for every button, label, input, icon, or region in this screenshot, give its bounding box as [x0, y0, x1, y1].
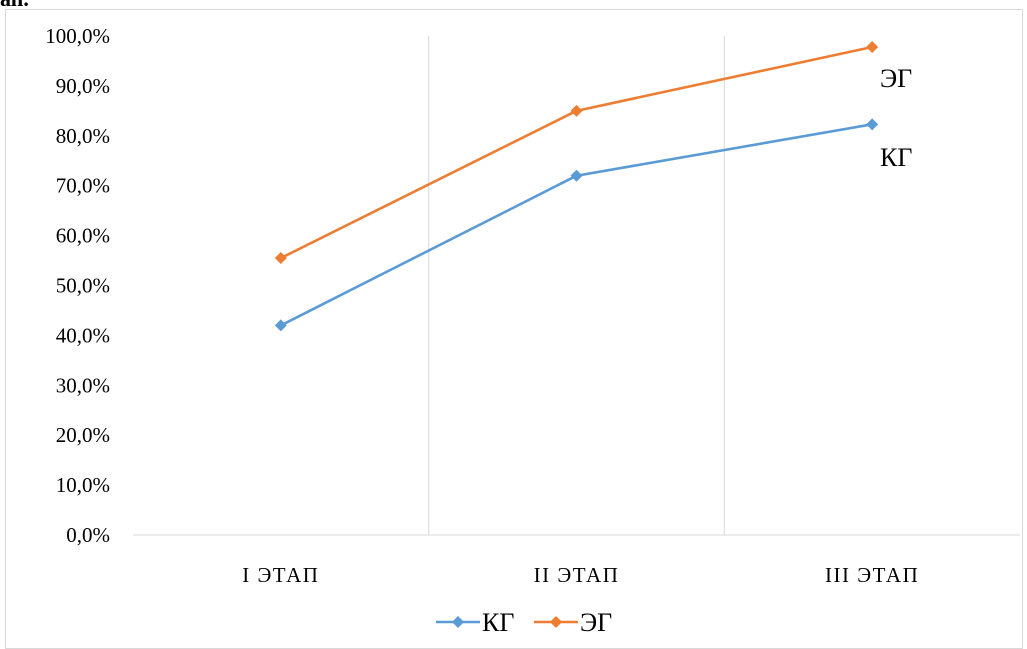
legend-label: ЭГ — [580, 608, 612, 637]
chart-frame — [5, 9, 1023, 649]
series-2 — [274, 40, 879, 265]
y-tick-label: 90,0% — [56, 74, 110, 98]
legend-item: КГ — [436, 608, 514, 637]
data-point — [866, 40, 879, 53]
x-tick-label: I ЭТАП — [242, 563, 319, 587]
annotation-kg: КГ — [880, 143, 912, 172]
y-tick-label: 30,0% — [56, 373, 110, 397]
y-tick-label: 50,0% — [56, 274, 110, 298]
y-tick-label: 80,0% — [56, 124, 110, 148]
y-tick-label: 40,0% — [56, 323, 110, 347]
legend-item: ЭГ — [534, 608, 612, 637]
annotation-eg: ЭГ — [880, 64, 912, 93]
legend-diamond-icon — [550, 616, 562, 628]
data-point — [570, 169, 583, 182]
data-point — [866, 118, 879, 131]
x-tick-label: III ЭТАП — [825, 563, 919, 587]
series-line — [280, 123, 873, 327]
annotations: ЭГ КГ — [880, 64, 912, 172]
data-point — [274, 319, 287, 332]
series-1 — [274, 118, 879, 332]
legend: КГ ЭГ — [436, 608, 612, 637]
y-tick-label: 0,0% — [66, 523, 110, 547]
y-tick-label: 60,0% — [56, 224, 110, 248]
data-point — [274, 252, 287, 265]
data-point — [570, 104, 583, 117]
header-fragment: ап. — [0, 0, 29, 12]
series-group — [274, 40, 879, 332]
legend-label: КГ — [482, 608, 514, 637]
y-tick-label: 20,0% — [56, 423, 110, 447]
y-tick-label: 70,0% — [56, 174, 110, 198]
y-axis-ticks: 0,0% 10,0% 20,0% 30,0% 40,0% 50,0% 60,0% 70,0% 8… — [45, 24, 110, 547]
y-tick-label: 10,0% — [56, 473, 110, 497]
y-tick-label: 100,0% — [45, 24, 110, 48]
x-axis-ticks: I ЭТАП II ЭТАП III ЭТАП — [242, 563, 919, 587]
legend-diamond-icon — [452, 616, 464, 628]
grid-lines — [428, 36, 725, 535]
series-line — [280, 45, 873, 260]
x-tick-label: II ЭТАП — [534, 563, 620, 587]
